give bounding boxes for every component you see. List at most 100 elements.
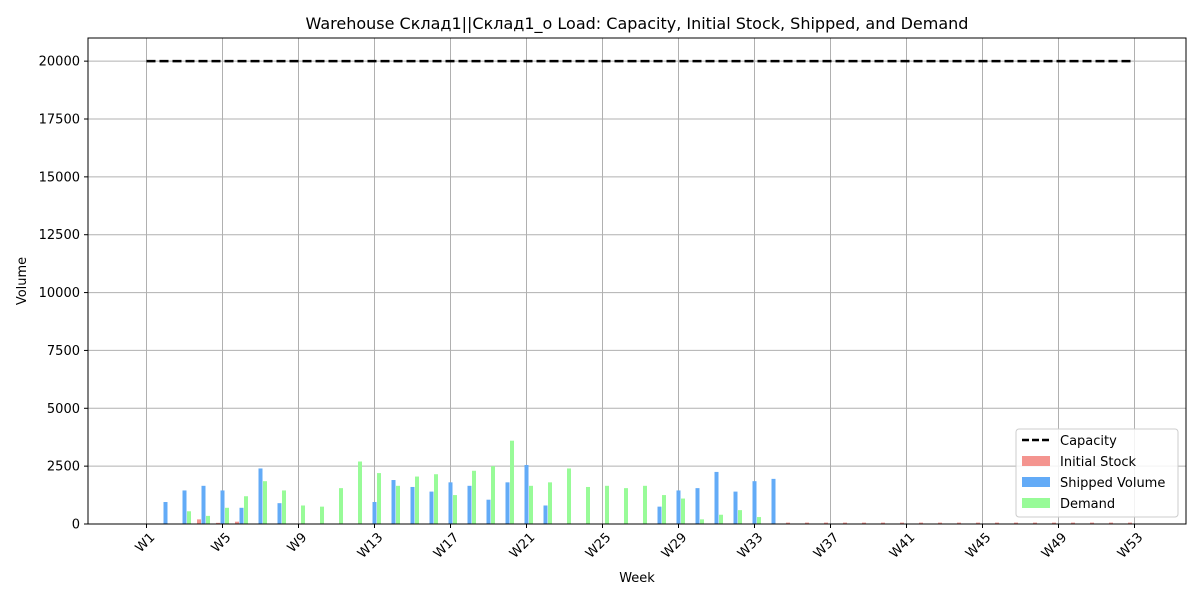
- legend-label-shipped-volume: Shipped Volume: [1060, 476, 1165, 491]
- bar-demand: [396, 485, 400, 524]
- x-tick-label: W29: [659, 530, 690, 561]
- bar-shipped-volume: [695, 488, 700, 524]
- chart-title: Warehouse Склад1||Склад1_о Load: Capacit…: [306, 14, 969, 34]
- bar-shipped-volume: [372, 502, 377, 524]
- x-tick-label: W49: [1039, 530, 1070, 561]
- bar-demand: [472, 470, 476, 524]
- bar-shipped-volume: [733, 491, 738, 524]
- bar-initial-stock: [900, 522, 904, 524]
- bar-initial-stock: [938, 522, 942, 524]
- bar-initial-stock: [197, 519, 201, 524]
- bar-initial-stock: [1071, 522, 1075, 524]
- bar-demand: [491, 466, 495, 524]
- y-tick-label: 12500: [39, 228, 80, 243]
- bar-demand: [529, 485, 533, 524]
- bar-demand: [643, 485, 647, 524]
- legend-label-initial-stock: Initial Stock: [1060, 455, 1137, 470]
- x-axis-label: Week: [619, 571, 655, 586]
- bar-demand: [377, 473, 381, 524]
- axis-ticks: 0 2500 5000 7500 10000 12500 15000 17500 20000 W1…: [39, 55, 1147, 562]
- bar-demand: [453, 495, 457, 524]
- bar-initial-stock: [881, 522, 885, 524]
- bar-demand: [187, 511, 191, 524]
- bar-shipped-volume: [676, 490, 681, 524]
- bar-initial-stock: [1014, 522, 1018, 524]
- legend-swatch-initial-stock: [1022, 456, 1050, 466]
- x-tick-label: W1: [133, 530, 159, 556]
- y-tick-label: 5000: [47, 402, 80, 417]
- bar-initial-stock: [919, 522, 923, 524]
- bar-demand: [757, 517, 761, 524]
- bar-demand: [415, 476, 419, 524]
- legend: Capacity Initial Stock Shipped Volume Deman…: [1015, 428, 1179, 518]
- x-tick-label: W45: [963, 530, 994, 561]
- bar-shipped-volume: [239, 507, 244, 524]
- bar-demand: [719, 514, 723, 524]
- y-tick-label: 0: [72, 518, 80, 533]
- legend-label-demand: Demand: [1060, 497, 1115, 512]
- bar-shipped-volume: [163, 502, 168, 524]
- bar-shipped-volume: [714, 471, 719, 524]
- bar-demand: [738, 510, 742, 524]
- y-tick-label: 2500: [47, 460, 80, 475]
- bar-initial-stock: [1052, 522, 1056, 524]
- bar-initial-stock: [1128, 522, 1132, 524]
- bar-shipped-volume: [505, 482, 510, 524]
- bar-initial-stock: [786, 522, 790, 524]
- bar-initial-stock: [235, 521, 239, 524]
- bar-shipped-volume: [258, 468, 263, 524]
- bar-demand: [244, 496, 248, 524]
- bar-shipped-volume: [486, 499, 491, 524]
- bar-shipped-volume: [391, 480, 396, 524]
- y-tick-label: 20000: [39, 55, 80, 70]
- bar-initial-stock: [1109, 522, 1113, 524]
- x-tick-label: W53: [1115, 530, 1146, 561]
- bar-demand: [263, 481, 267, 524]
- bar-demand: [605, 485, 609, 524]
- x-tick-label: W17: [431, 530, 462, 561]
- bar-initial-stock: [805, 522, 809, 524]
- bar-initial-stock: [1090, 522, 1094, 524]
- y-tick-label: 7500: [47, 344, 80, 359]
- bar-demand: [567, 468, 571, 524]
- x-tick-label: W25: [583, 530, 614, 561]
- bar-initial-stock: [995, 522, 999, 524]
- bar-shipped-volume: [201, 485, 206, 524]
- bar-demand: [681, 498, 685, 524]
- bar-initial-stock: [1033, 522, 1037, 524]
- bar-demand: [548, 482, 552, 524]
- x-tick-label: W41: [887, 530, 918, 561]
- bars-layer: [163, 440, 1132, 524]
- bar-initial-stock: [976, 522, 980, 524]
- bar-shipped-volume: [543, 505, 548, 524]
- bar-shipped-volume: [182, 490, 187, 524]
- x-tick-label: W5: [209, 530, 235, 556]
- x-tick-label: W13: [355, 530, 386, 561]
- bar-shipped-volume: [277, 503, 282, 524]
- bar-demand: [320, 506, 324, 524]
- bar-initial-stock: [957, 522, 961, 524]
- x-tick-label: W21: [507, 530, 538, 561]
- x-tick-label: W33: [735, 530, 766, 561]
- bar-demand: [358, 461, 362, 524]
- y-tick-label: 17500: [39, 113, 80, 128]
- bar-shipped-volume: [752, 481, 757, 524]
- legend-swatch-demand: [1022, 498, 1050, 508]
- bar-shipped-volume: [429, 491, 434, 524]
- plot-frame: [87, 37, 1187, 525]
- y-tick-label: 10000: [39, 286, 80, 301]
- legend-swatch-shipped-volume: [1022, 477, 1050, 487]
- legend-box: [1015, 428, 1179, 518]
- bar-demand: [225, 507, 229, 524]
- bar-demand: [624, 488, 628, 524]
- bar-demand: [206, 515, 210, 524]
- bar-shipped-volume: [410, 486, 415, 524]
- bar-demand: [586, 486, 590, 524]
- bar-demand: [339, 488, 343, 524]
- x-tick-label: W37: [811, 530, 842, 561]
- bar-initial-stock: [862, 522, 866, 524]
- y-tick-label: 15000: [39, 170, 80, 185]
- bar-shipped-volume: [448, 482, 453, 524]
